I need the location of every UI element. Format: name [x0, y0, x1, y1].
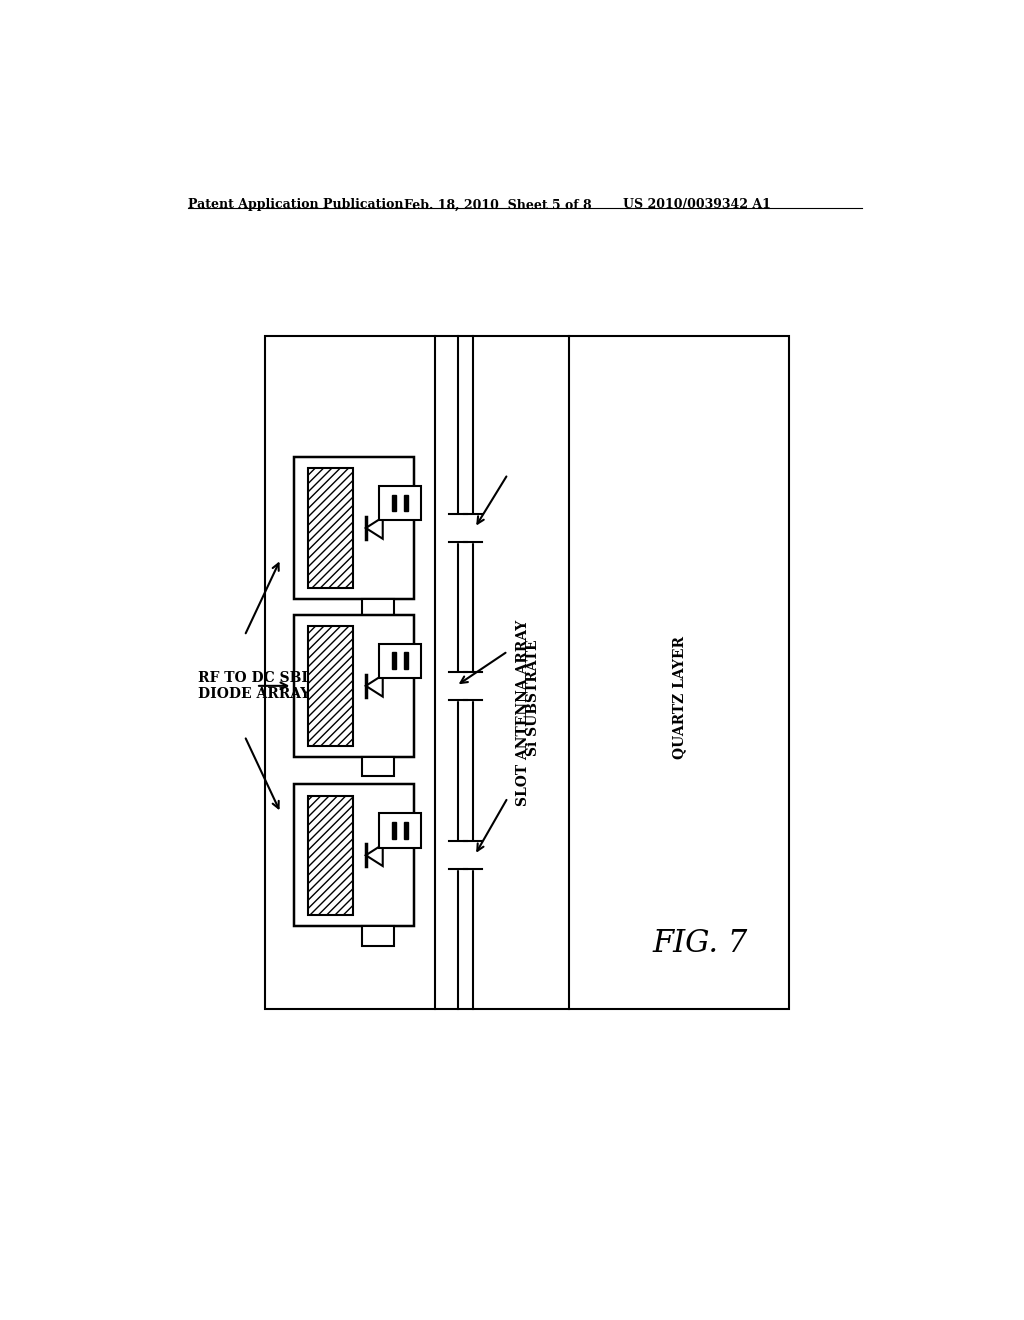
- Polygon shape: [366, 517, 383, 539]
- Bar: [361, 758, 394, 776]
- Bar: [294, 457, 414, 599]
- Text: Patent Application Publication: Patent Application Publication: [188, 198, 403, 211]
- Polygon shape: [392, 822, 396, 838]
- Polygon shape: [454, 672, 477, 700]
- Text: Feb. 18, 2010  Sheet 5 of 8: Feb. 18, 2010 Sheet 5 of 8: [403, 198, 592, 211]
- Text: SLOT ANTENNA ARRAY: SLOT ANTENNA ARRAY: [516, 619, 530, 807]
- Bar: [361, 927, 394, 945]
- Bar: [379, 486, 421, 520]
- Bar: [265, 335, 788, 1010]
- Polygon shape: [392, 495, 396, 511]
- Bar: [379, 813, 421, 847]
- Polygon shape: [403, 822, 408, 838]
- Polygon shape: [366, 675, 383, 697]
- Text: RF TO DC SBD
DIODE ARRAY: RF TO DC SBD DIODE ARRAY: [199, 671, 313, 701]
- Bar: [308, 626, 352, 746]
- Text: FIG. 7: FIG. 7: [652, 928, 748, 960]
- Polygon shape: [454, 841, 477, 869]
- Bar: [308, 469, 352, 587]
- Polygon shape: [403, 495, 408, 511]
- Polygon shape: [403, 652, 408, 669]
- Bar: [294, 784, 414, 927]
- Bar: [308, 796, 352, 915]
- Polygon shape: [454, 515, 477, 543]
- Polygon shape: [392, 652, 396, 669]
- Polygon shape: [366, 845, 383, 866]
- Bar: [379, 644, 421, 678]
- Text: Si SUBSTRATE: Si SUBSTRATE: [526, 639, 540, 756]
- Text: US 2010/0039342 A1: US 2010/0039342 A1: [624, 198, 771, 211]
- Text: QUARTZ LAYER: QUARTZ LAYER: [672, 636, 686, 759]
- Bar: [294, 615, 414, 758]
- Bar: [361, 599, 394, 619]
